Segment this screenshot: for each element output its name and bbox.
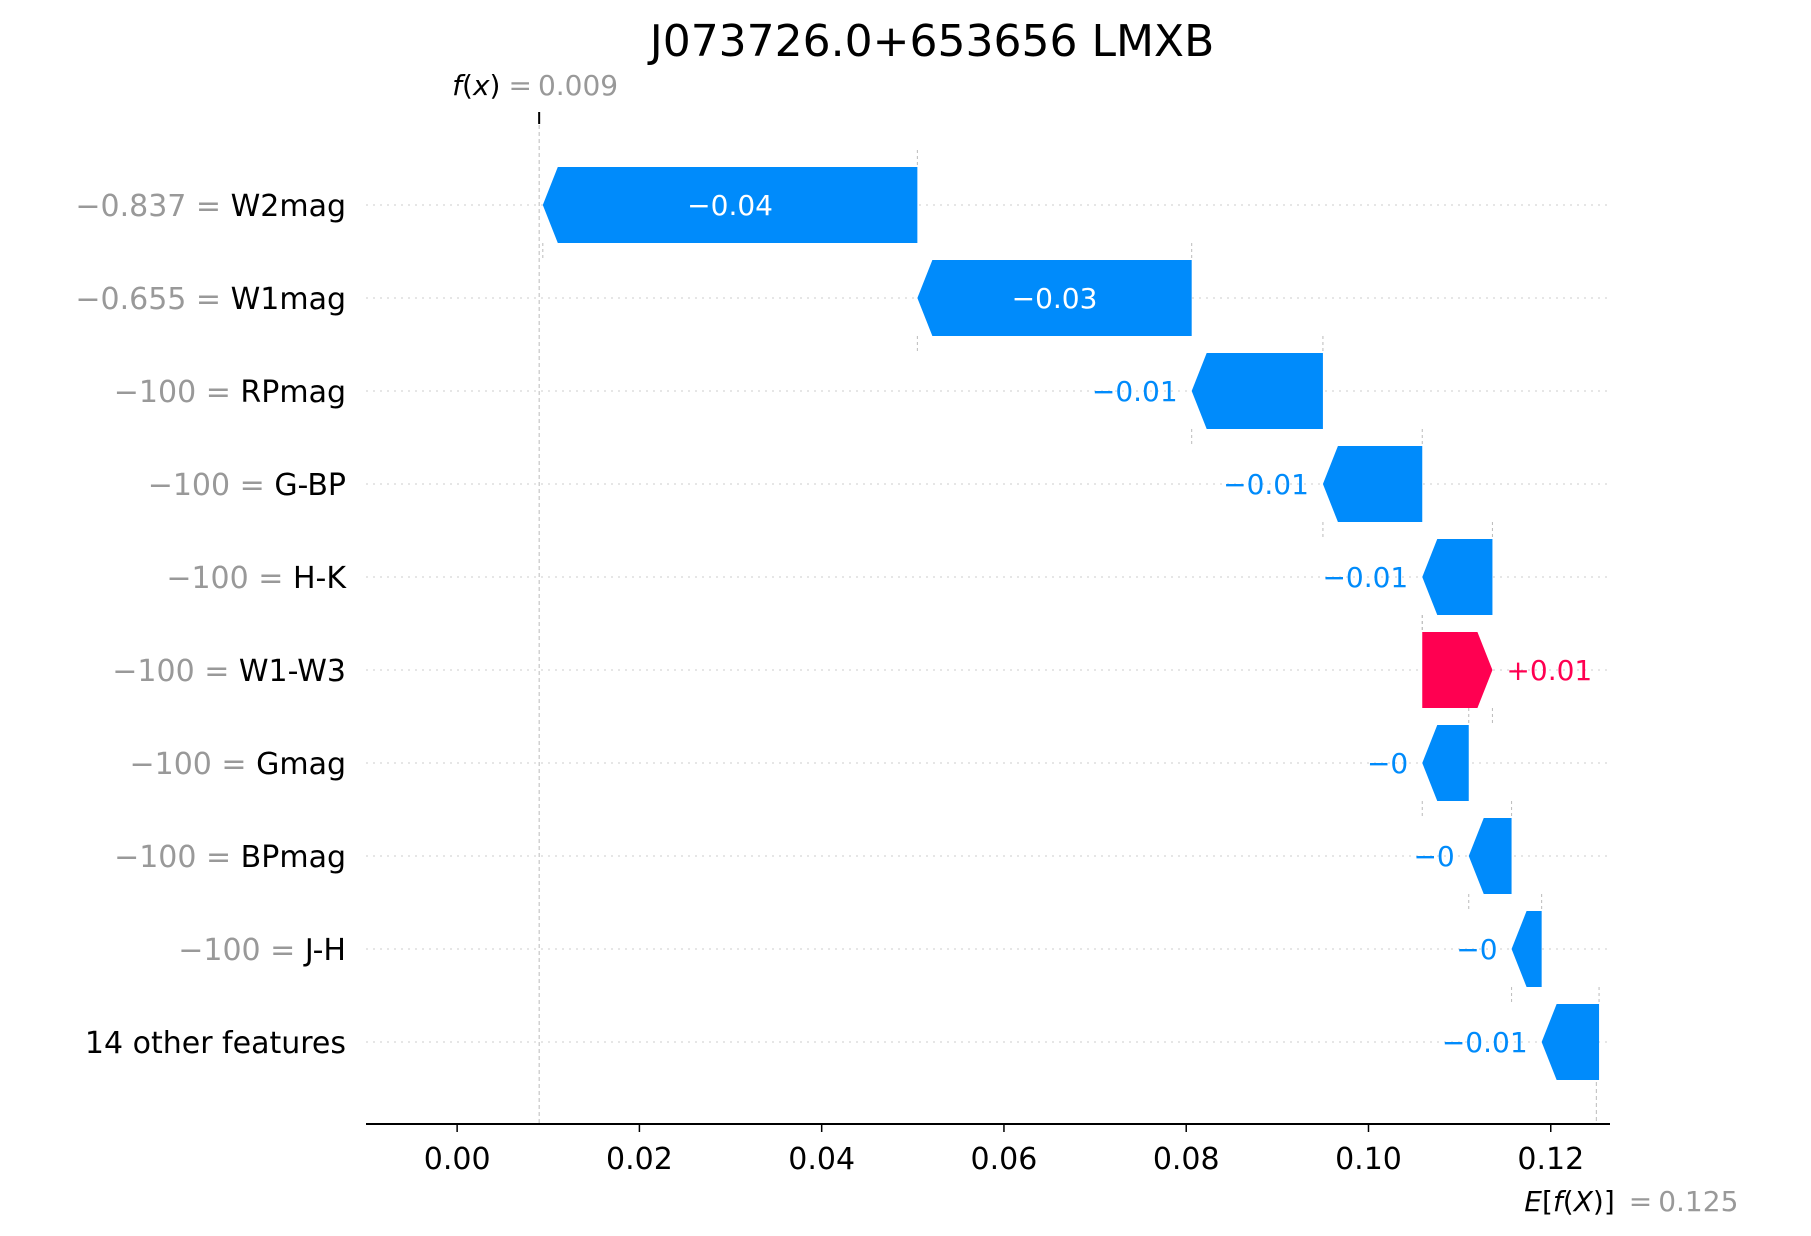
feature-name: H-K: [293, 561, 347, 596]
bar-w1-w3: [1422, 632, 1493, 708]
bar-value-label: −0: [1367, 747, 1408, 780]
bar-value-label: −0.03: [1012, 282, 1098, 315]
feature-value: −100 =: [112, 654, 239, 689]
bar-value-label: −0.01: [1223, 468, 1309, 501]
feature-name: G-BP: [274, 468, 346, 503]
bar-h-k: [1422, 539, 1493, 615]
efx-eq: =: [1629, 1185, 1652, 1218]
feature-value: −100 =: [148, 468, 275, 503]
feature-label: −100 = H-K: [166, 561, 347, 596]
efx-label-open: [: [1542, 1185, 1553, 1218]
fx-label-open: (: [462, 69, 473, 102]
feature-label: −100 = Gmag: [129, 747, 346, 782]
feature-label: −100 = RPmag: [114, 375, 346, 410]
feature-name: W1-W3: [239, 654, 346, 689]
fx-annotation: f(x) = 0.009: [452, 69, 618, 102]
feature-label: −100 = J-H: [178, 933, 346, 968]
feature-label: −0.655 = W1mag: [75, 282, 346, 317]
x-tick-label: 0.00: [424, 1142, 491, 1177]
bar-value-label: −0.01: [1442, 1026, 1528, 1059]
feature-value: −0.837 =: [75, 189, 230, 224]
feature-label: −0.837 = W2mag: [75, 189, 346, 224]
feature-label: −100 = G-BP: [148, 468, 346, 503]
efx-label-X: X: [1572, 1185, 1594, 1218]
x-tick-label: 0.08: [1153, 1142, 1220, 1177]
x-tick-label: 0.06: [971, 1142, 1038, 1177]
feature-name: J-H: [303, 933, 346, 968]
bar-value-label: −0: [1413, 840, 1454, 873]
feature-label: 14 other features: [85, 1026, 346, 1061]
bar-gmag: [1422, 725, 1469, 801]
bar-w1mag: [917, 260, 1192, 336]
bars: [542, 167, 1600, 1080]
feature-label: −100 = BPmag: [114, 840, 346, 875]
bar-value-label: −0: [1456, 933, 1497, 966]
bar-g-bp: [1322, 446, 1423, 522]
x-tick-label: 0.10: [1335, 1142, 1402, 1177]
fx-value: 0.009: [538, 69, 618, 102]
x-axis: 0.00 0.02 0.04 0.06 0.08 0.10 0.12: [366, 1123, 1610, 1177]
efx-value: 0.125: [1658, 1185, 1738, 1218]
bar-14-other-features: [1541, 1004, 1600, 1080]
feature-value: −0.655 =: [75, 282, 230, 317]
efx-annotation: E[f(X)] = 0.125: [1524, 1185, 1738, 1218]
feature-labels: −0.04−0.837 = W2mag−0.03−0.655 = W1mag−0…: [75, 189, 1592, 1061]
guide-lines: [538, 112, 1600, 1124]
feature-name: Gmag: [256, 747, 346, 782]
fx-label-x: x: [472, 69, 490, 102]
bar-value-label: −0.01: [1092, 375, 1178, 408]
feature-label: −100 = W1-W3: [112, 654, 346, 689]
bar-w2mag: [542, 167, 918, 243]
feature-value: −100 =: [114, 375, 241, 410]
feature-value: −100 =: [129, 747, 256, 782]
feature-name: W2mag: [231, 189, 346, 224]
feature-name: RPmag: [240, 375, 346, 410]
bar-value-label: +0.01: [1506, 654, 1592, 687]
feature-name: W1mag: [231, 282, 346, 317]
feature-value: −100 =: [166, 561, 293, 596]
feature-name: 14 other features: [85, 1026, 346, 1061]
efx-label-close: )]: [1593, 1185, 1615, 1218]
efx-label-E: E: [1524, 1185, 1542, 1218]
bar-j-h: [1511, 911, 1542, 987]
fx-eq: =: [508, 69, 531, 102]
bar-bpmag: [1468, 818, 1512, 894]
x-tick-label: 0.02: [606, 1142, 673, 1177]
fx-label-close: ): [490, 69, 501, 102]
feature-name: BPmag: [241, 840, 346, 875]
feature-value: −100 =: [178, 933, 305, 968]
feature-value: −100 =: [114, 840, 241, 875]
bar-rpmag: [1191, 353, 1323, 429]
x-tick-label: 0.12: [1517, 1142, 1584, 1177]
chart-title: J073726.0+653656 LMXB: [647, 16, 1215, 67]
bar-value-label: −0.04: [687, 189, 773, 222]
bar-value-label: −0.01: [1322, 561, 1408, 594]
x-tick-label: 0.04: [788, 1142, 855, 1177]
efx-label-paren: (: [1563, 1185, 1574, 1218]
